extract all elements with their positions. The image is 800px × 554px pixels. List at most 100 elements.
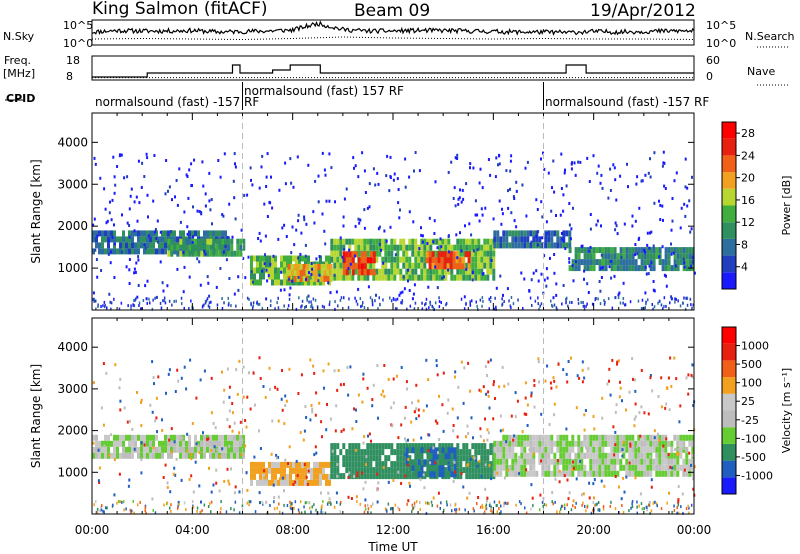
power-cell	[274, 267, 277, 274]
power-cell	[474, 256, 478, 263]
velocity-near-cell	[640, 502, 643, 506]
velocity-scatter-cell	[119, 408, 122, 412]
velocity-scatter-cell	[342, 382, 345, 386]
power-cell	[453, 244, 457, 251]
velocity-scatter-cell	[262, 385, 265, 388]
velocity-scatter-cell	[387, 480, 390, 484]
power-cell	[323, 263, 327, 270]
power-colorbar-tick-label: 12	[741, 216, 755, 229]
power-near-cell	[149, 301, 151, 305]
velocity-cell	[432, 465, 436, 472]
velocity-cell	[643, 440, 647, 447]
velocity-scatter-cell	[460, 472, 463, 475]
power-cell	[277, 267, 280, 274]
velocity-cell	[607, 440, 611, 447]
power-near-cell	[363, 306, 366, 309]
velocity-cell	[562, 434, 566, 441]
velocity-near-cell	[370, 511, 372, 515]
power-cell	[289, 255, 292, 262]
power-scatter-cell	[342, 215, 345, 219]
velocity-cell	[574, 452, 578, 459]
power-cell	[637, 247, 641, 254]
power-cell	[146, 248, 149, 255]
velocity-cell	[577, 458, 581, 465]
date-label: 19/Apr/2012	[590, 1, 696, 21]
power-cell	[307, 279, 310, 286]
power-cell	[420, 262, 424, 269]
velocity-cell	[366, 467, 370, 474]
velocity-scatter-cell	[409, 484, 411, 488]
velocity-scatter-cell	[466, 496, 469, 500]
velocity-cell	[357, 443, 361, 450]
velocity-cell	[366, 443, 370, 450]
power-cell	[179, 230, 182, 237]
velocity-scatter-cell	[653, 500, 656, 504]
velocity-scatter-cell	[265, 500, 268, 504]
power-cell	[390, 256, 394, 263]
power-scatter-cell	[509, 159, 512, 163]
power-scatter-cell	[198, 210, 201, 214]
power-scatter-cell	[600, 276, 603, 279]
power-scatter-cell	[217, 159, 220, 162]
power-cell	[508, 230, 512, 237]
power-cell	[369, 244, 373, 251]
power-scatter-cell	[170, 230, 173, 234]
power-near-cell	[591, 302, 594, 306]
velocity-cell	[592, 452, 596, 459]
velocity-cell	[158, 446, 161, 453]
velocity-cell	[286, 479, 289, 486]
power-cell	[449, 251, 453, 258]
velocity-near-cell	[112, 503, 114, 507]
power-scatter-cell	[615, 224, 618, 228]
velocity-near-cell	[96, 507, 99, 511]
power-cell	[682, 247, 686, 254]
power-near-cell	[686, 296, 689, 300]
velocity-scatter-cell	[333, 369, 336, 373]
power-cell	[233, 250, 237, 257]
velocity-scatter-cell	[105, 371, 108, 375]
power-cell	[607, 259, 611, 266]
power-scatter-cell	[128, 268, 131, 272]
velocity-near-cell	[230, 507, 232, 511]
velocity-scatter-cell	[404, 416, 406, 420]
velocity-near-cell	[305, 501, 308, 504]
velocity-near-cell	[304, 501, 307, 505]
velocity-cell	[523, 434, 527, 441]
velocity-scatter-cell	[194, 460, 197, 464]
velocity-cell	[508, 464, 512, 471]
velocity-cell	[637, 434, 641, 441]
velocity-cell	[616, 452, 620, 459]
velocity-echo-region-4	[405, 447, 457, 478]
velocity-cell	[577, 434, 581, 441]
power-cell	[209, 238, 213, 245]
velocity-scatter-cell	[405, 380, 408, 384]
power-cell	[646, 259, 650, 266]
velocity-cell	[242, 446, 245, 453]
power-near-cell	[652, 307, 654, 311]
velocity-near-cell	[592, 508, 594, 512]
velocity-cell	[292, 461, 295, 468]
velocity-cell	[610, 452, 614, 459]
velocity-scatter-cell	[294, 480, 297, 484]
velocity-ytick-label: 4000	[57, 340, 88, 354]
power-cell	[461, 257, 465, 264]
power-scatter-cell	[129, 194, 132, 198]
velocity-cell	[360, 467, 364, 474]
power-cell	[390, 244, 394, 251]
velocity-scatter-cell	[625, 475, 628, 479]
power-scatter-cell	[574, 173, 577, 177]
power-cell	[384, 256, 388, 263]
power-cell	[589, 247, 593, 254]
velocity-cell	[508, 452, 512, 459]
power-near-cell	[347, 306, 350, 310]
power-cell	[595, 259, 599, 266]
power-scatter-cell	[658, 255, 661, 259]
power-scatter-cell	[290, 181, 293, 185]
power-cell	[425, 257, 429, 264]
power-cell	[483, 262, 487, 269]
power-cell	[517, 242, 521, 249]
velocity-cell	[670, 440, 674, 447]
power-cell	[378, 250, 382, 257]
velocity-cell	[664, 464, 668, 471]
velocity-scatter-cell	[168, 438, 171, 442]
